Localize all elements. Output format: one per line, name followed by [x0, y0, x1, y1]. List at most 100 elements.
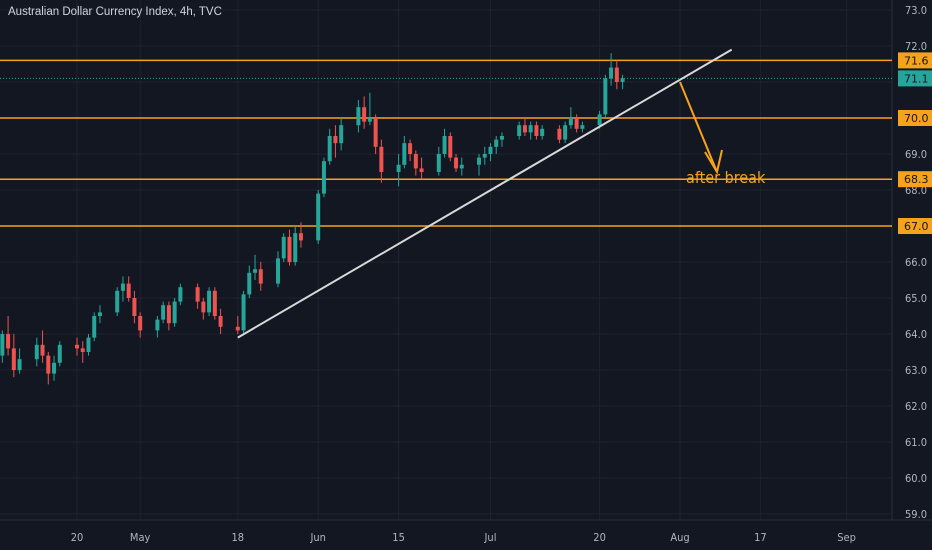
annotation-text[interactable]: after break: [686, 168, 766, 187]
candle-body: [281, 236, 286, 259]
candle-body: [362, 107, 367, 122]
candle-body: [488, 146, 493, 154]
candle-body: [17, 359, 22, 370]
candle-body: [247, 272, 252, 295]
candle-body: [413, 154, 418, 169]
trendline[interactable]: [237, 48, 733, 339]
candle-body: [218, 316, 223, 327]
candle-body: [207, 290, 212, 313]
candle-body: [120, 283, 125, 291]
candle-body: [356, 107, 361, 126]
time-tick-label: 18: [232, 531, 245, 544]
candle-body: [580, 125, 585, 129]
candle-body: [614, 67, 619, 82]
level-label: 67.0: [904, 220, 929, 233]
candle-body: [367, 118, 372, 122]
candle-body: [540, 128, 545, 136]
candle-body: [379, 146, 384, 172]
time-tick-label: 20: [71, 531, 84, 544]
level-label: 68.3: [904, 173, 929, 186]
current-price-label-bg: [898, 70, 932, 87]
candle-body: [276, 258, 280, 284]
candle-body: [86, 337, 91, 352]
candle-body: [568, 118, 573, 126]
candle-body: [138, 316, 143, 331]
current-price-label: 71.1: [904, 72, 929, 85]
candle-body: [178, 287, 183, 302]
candle-body: [126, 283, 131, 298]
candle-body: [396, 164, 401, 172]
price-tick-label: 64.0: [905, 328, 927, 341]
candle-body: [534, 125, 539, 136]
chart-title: Australian Dollar Currency Index, 4h, TV…: [8, 6, 222, 18]
candle-body: [620, 78, 625, 82]
candle-body: [563, 125, 568, 140]
candle-body: [402, 143, 407, 165]
price-tick-label: 63.0: [905, 364, 927, 377]
candle-body: [528, 125, 533, 133]
candle-body: [46, 355, 51, 374]
price-tick-label: 68.0: [905, 184, 927, 197]
candle-body: [477, 157, 481, 165]
annotation-arrow-shaft: [679, 81, 718, 173]
price-tick-label: 62.0: [905, 400, 927, 413]
candle-body: [517, 125, 522, 136]
candle-body: [287, 236, 292, 262]
candle-body: [235, 326, 240, 331]
candle-body: [34, 344, 39, 360]
price-tick-label: 61.0: [905, 436, 927, 449]
time-axis[interactable]: 20 May 18 Jun 15 Jul 20 Aug 17 Sep: [71, 531, 856, 544]
candle-body: [253, 269, 258, 273]
candles: [0, 53, 625, 385]
candle-body: [557, 128, 562, 140]
candle-body: [57, 344, 62, 363]
candle-body: [419, 168, 424, 172]
time-tick-label: Aug: [670, 531, 689, 544]
candle-body: [574, 118, 579, 129]
candle-body: [195, 287, 200, 302]
candle-body: [603, 78, 608, 115]
price-tick-label: 65.0: [905, 292, 927, 305]
candle-body: [92, 316, 97, 338]
candle-body: [459, 164, 464, 169]
annotation-arrow-head: [704, 149, 723, 175]
annotation-arrow[interactable]: [679, 81, 723, 175]
candle-body: [448, 136, 453, 158]
candle-body: [241, 294, 246, 331]
candle-body: [52, 362, 57, 374]
candle-body: [293, 233, 298, 262]
candle-body: [408, 143, 413, 154]
time-tick-label: Jun: [309, 531, 325, 544]
candle-body: [339, 125, 344, 144]
candle-body: [40, 344, 45, 356]
candle-body: [155, 319, 160, 331]
candle-body: [436, 154, 441, 172]
time-tick-label: 15: [392, 531, 405, 544]
price-tick-label: 69.0: [905, 148, 927, 161]
horizontal-levels[interactable]: [0, 59, 892, 227]
price-tick-label: 73.0: [905, 4, 927, 17]
candle-body: [522, 125, 527, 133]
candle-body: [609, 67, 614, 79]
candle-body: [499, 136, 504, 140]
candle-body: [373, 118, 378, 147]
time-tick-label: Jul: [484, 531, 497, 544]
level-labels: 71.6 70.0 68.3 67.0 71.1: [898, 52, 932, 234]
candle-body: [333, 136, 338, 144]
price-tick-label: 66.0: [905, 256, 927, 269]
candle-body: [11, 348, 16, 370]
level-label-bg: [898, 218, 932, 234]
candle-body: [161, 305, 166, 320]
price-tick-label: 72.0: [905, 40, 927, 53]
candle-body: [132, 298, 137, 316]
candle-body: [442, 136, 447, 154]
candle-body: [321, 161, 326, 194]
time-tick-label: May: [130, 531, 151, 544]
candle-body: [597, 114, 602, 126]
candle-body: [201, 301, 206, 313]
candle-body: [115, 290, 120, 313]
candle-body: [166, 305, 171, 324]
candle-body: [0, 334, 5, 356]
